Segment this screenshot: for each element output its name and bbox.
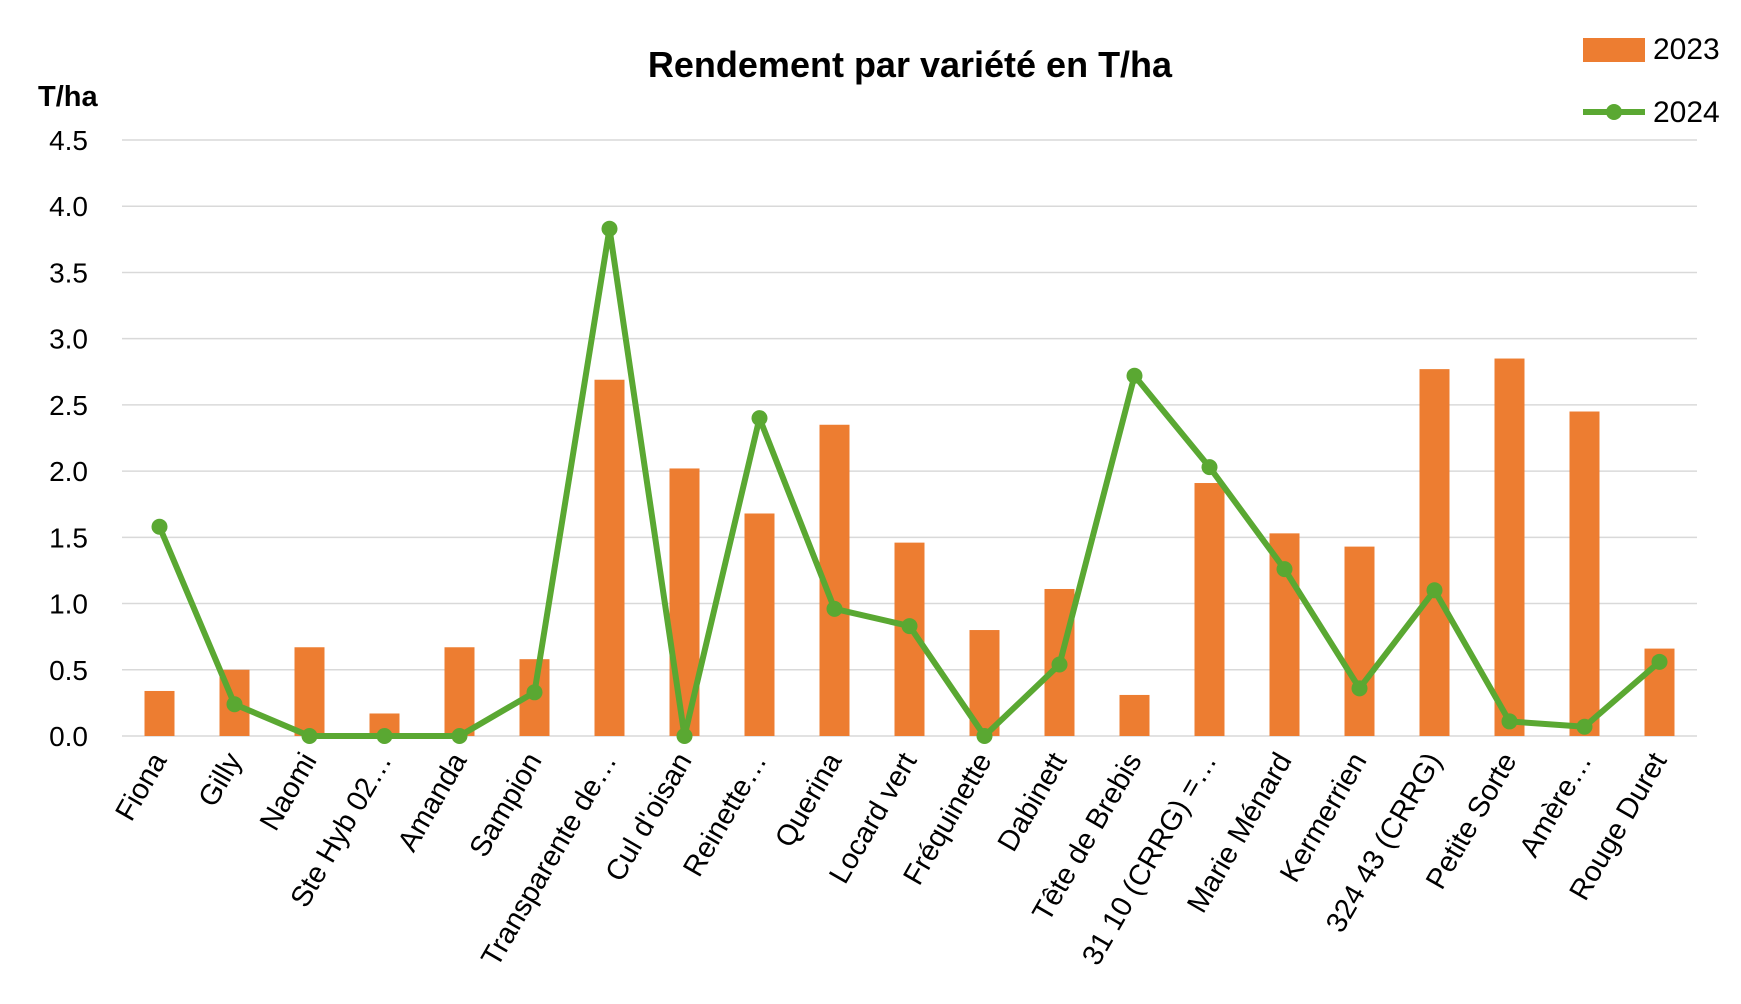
point-2024 [1576, 718, 1593, 735]
y-tick-label: 3.0 [49, 324, 88, 355]
point-2024 [601, 220, 618, 237]
bar-2023 [594, 379, 625, 736]
y-tick-label: 2.5 [49, 390, 88, 421]
bar-2023 [1194, 483, 1225, 736]
bar-2023 [744, 513, 775, 736]
legend-label-2024: 2024 [1653, 96, 1720, 129]
legend-swatch-2023 [1583, 38, 1645, 62]
x-tick-label: Amanda [392, 747, 474, 857]
gridlines [122, 139, 1697, 737]
bar-2023 [444, 647, 475, 736]
bar-2023 [144, 690, 175, 736]
point-2024 [976, 728, 993, 744]
line-2024 [151, 220, 1668, 744]
x-tick-label: Querina [769, 747, 849, 853]
x-tick-label: Sampion [464, 748, 549, 863]
x-tick-label: Naomi [254, 748, 324, 837]
x-tick-label: Dabinett [992, 748, 1074, 858]
y-tick-label: 3.5 [49, 257, 88, 288]
point-2024 [526, 684, 543, 701]
point-2024 [226, 696, 243, 713]
x-tick-label: 31 10 (CRRG) =… [1076, 748, 1223, 971]
y-tick-label: 1.5 [49, 522, 88, 553]
bar-2023 [1419, 369, 1450, 736]
bar-2023 [1344, 546, 1375, 736]
x-tick-label: Fiona [110, 747, 174, 827]
point-2024 [1426, 582, 1443, 599]
point-2024 [1351, 680, 1368, 697]
x-tick-label: Gilly [193, 747, 249, 812]
y-axis-label: T/ha [38, 81, 98, 113]
y-tick-label: 4.5 [49, 125, 88, 156]
point-2024 [1201, 459, 1218, 476]
point-2024 [376, 728, 393, 744]
y-tick-label: 1.0 [49, 589, 88, 620]
bar-2023 [1494, 358, 1525, 736]
point-2024 [301, 728, 318, 744]
point-2024 [676, 728, 693, 744]
bar-2023 [369, 713, 400, 736]
point-2024 [151, 518, 168, 535]
point-2024 [901, 618, 918, 635]
x-tick-label: Amère… [1514, 748, 1599, 863]
y-tick-label: 4.0 [49, 191, 88, 222]
legend-label-2023: 2023 [1653, 33, 1720, 66]
point-2024 [751, 410, 768, 427]
point-2024 [1651, 653, 1668, 670]
legend-marker-2024 [1606, 104, 1622, 120]
point-2024 [1126, 367, 1143, 384]
point-2024 [826, 600, 843, 617]
x-tick-label: Transparente de… [475, 748, 623, 972]
bar-2023 [1119, 694, 1150, 736]
bars-2023 [144, 358, 1675, 736]
chart-title: Rendement par variété en T/ha [648, 44, 1173, 85]
point-2024 [1276, 561, 1293, 578]
point-2024 [451, 728, 468, 744]
point-2024 [1051, 656, 1068, 673]
y-tick-labels: 0.0 0.5 1.0 1.5 2.0 2.5 3.0 3.5 4.0 4.5 [49, 125, 88, 752]
legend: 2023 2024 [1583, 33, 1720, 129]
y-tick-label: 0.5 [49, 655, 88, 686]
bar-2023 [1569, 411, 1600, 736]
y-tick-label: 2.0 [49, 456, 88, 487]
y-tick-label: 0.0 [49, 721, 88, 752]
point-2024 [1501, 713, 1518, 730]
bar-2023 [294, 647, 325, 736]
